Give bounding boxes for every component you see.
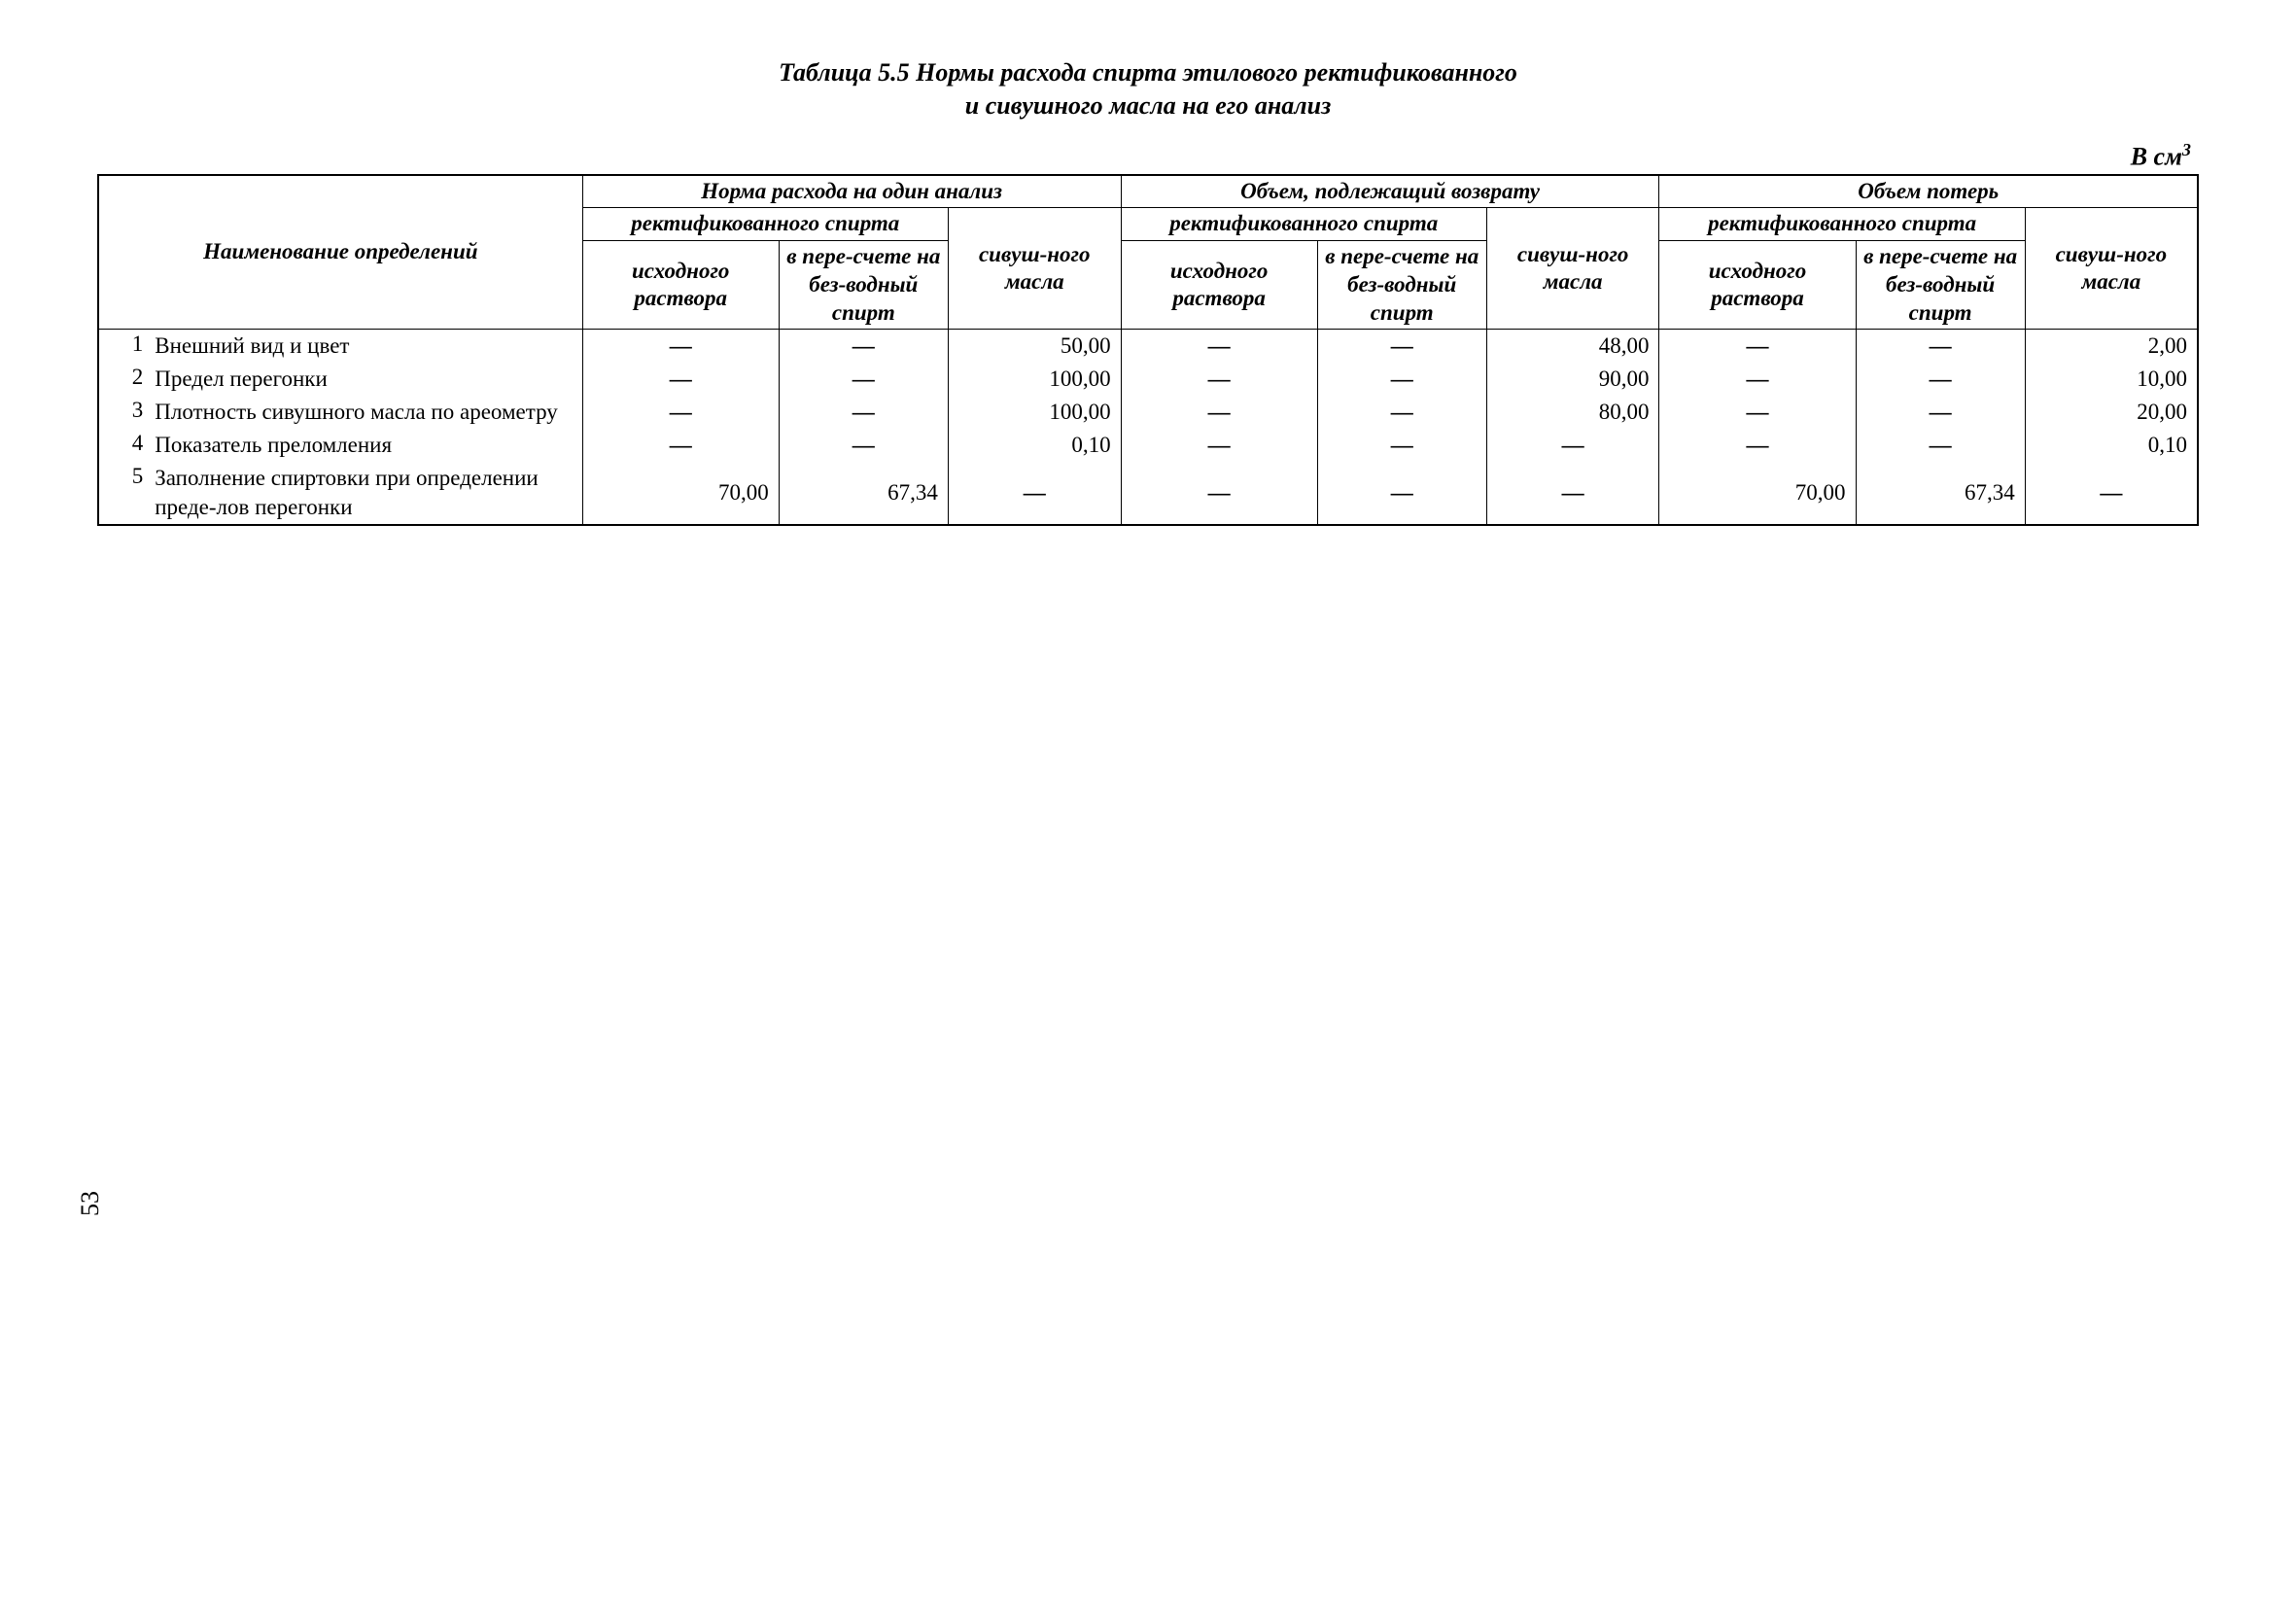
header-group1: Норма расхода на один анализ	[582, 175, 1121, 208]
table-cell: —	[779, 330, 948, 363]
table-cell: 0,10	[948, 429, 1121, 462]
table-cell: —	[1659, 396, 1856, 429]
header-rect-2: ректификованного спирта	[1121, 208, 1486, 241]
table-cell: 67,34	[779, 462, 948, 525]
page-number: 53	[76, 1191, 105, 1216]
table-cell: 67,34	[1856, 462, 2025, 525]
table-cell: —	[779, 429, 948, 462]
row-label: Плотность сивушного масла по ареометру	[149, 396, 582, 429]
row-number: 2	[98, 363, 149, 396]
table-cell: 50,00	[948, 330, 1121, 363]
table-cell: —	[1486, 429, 1659, 462]
row-label: Показатель преломления	[149, 429, 582, 462]
table-cell: —	[1856, 330, 2025, 363]
header-col-c-2: сивуш-ного масла	[1486, 208, 1659, 330]
header-group2: Объем, подлежащий возврату	[1121, 175, 1659, 208]
header-rect-3: ректификованного спирта	[1659, 208, 2025, 241]
table-cell: —	[779, 396, 948, 429]
table-cell: 2,00	[2025, 330, 2198, 363]
header-name: Наименование определений	[98, 175, 582, 330]
header-col-b-1: в пере-счете на без-водный спирт	[779, 241, 948, 330]
table-cell: —	[1856, 429, 2025, 462]
table-cell: 48,00	[1486, 330, 1659, 363]
table-row: 3Плотность сивушного масла по ареометру—…	[98, 396, 2198, 429]
table-cell: 0,10	[2025, 429, 2198, 462]
row-number: 5	[98, 462, 149, 525]
table-cell: —	[1121, 330, 1317, 363]
table-row: 1Внешний вид и цвет——50,00——48,00——2,00	[98, 330, 2198, 363]
table-cell: —	[779, 363, 948, 396]
table-cell: —	[582, 330, 779, 363]
table-cell: 100,00	[948, 396, 1121, 429]
table-cell: —	[1317, 396, 1486, 429]
table-cell: —	[582, 429, 779, 462]
row-number: 1	[98, 330, 149, 363]
table-cell: —	[1121, 462, 1317, 525]
header-col-a-2: исходного раствора	[1121, 241, 1317, 330]
table-cell: —	[582, 396, 779, 429]
table-cell: —	[1856, 363, 2025, 396]
table-cell: 70,00	[1659, 462, 1856, 525]
table-cell: —	[1659, 429, 1856, 462]
row-label: Предел перегонки	[149, 363, 582, 396]
header-col-b-2: в пере-счете на без-водный спирт	[1317, 241, 1486, 330]
table-cell: 80,00	[1486, 396, 1659, 429]
row-number: 3	[98, 396, 149, 429]
table-cell: —	[1317, 429, 1486, 462]
table-title-line2: и сивушного масла на его анализ	[97, 91, 2199, 121]
unit-label: В см3	[97, 140, 2199, 172]
table-cell: —	[1856, 396, 2025, 429]
table-cell: —	[948, 462, 1121, 525]
table-cell: —	[1121, 396, 1317, 429]
table-cell: 20,00	[2025, 396, 2198, 429]
header-rect-1: ректификованного спирта	[582, 208, 948, 241]
header-group3: Объем потерь	[1659, 175, 2198, 208]
table-cell: —	[1121, 363, 1317, 396]
row-number: 4	[98, 429, 149, 462]
table-cell: 10,00	[2025, 363, 2198, 396]
data-table: Наименование определений Норма расхода н…	[97, 174, 2199, 526]
table-cell: —	[1317, 363, 1486, 396]
header-col-a-3: исходного раствора	[1659, 241, 1856, 330]
table-title-line1: Таблица 5.5 Нормы расхода спирта этилово…	[97, 58, 2199, 87]
table-header: Наименование определений Норма расхода н…	[98, 175, 2198, 330]
table-cell: —	[1317, 462, 1486, 525]
table-cell: 100,00	[948, 363, 1121, 396]
header-col-b-3: в пере-счете на без-водный спирт	[1856, 241, 2025, 330]
header-col-c-3: сивуш-ного масла	[2025, 208, 2198, 330]
table-cell: —	[1317, 330, 1486, 363]
table-row: 4Показатель преломления——0,10—————0,10	[98, 429, 2198, 462]
table-cell: 90,00	[1486, 363, 1659, 396]
table-cell: —	[1659, 330, 1856, 363]
row-label: Заполнение спиртовки при определении пре…	[149, 462, 582, 525]
table-cell: —	[2025, 462, 2198, 525]
table-cell: —	[1486, 462, 1659, 525]
table-row: 2Предел перегонки——100,00——90,00——10,00	[98, 363, 2198, 396]
header-col-a-1: исходного раствора	[582, 241, 779, 330]
table-row: 5Заполнение спиртовки при определении пр…	[98, 462, 2198, 525]
table-cell: —	[582, 363, 779, 396]
header-col-c-1: сивуш-ного масла	[948, 208, 1121, 330]
table-cell: 70,00	[582, 462, 779, 525]
table-cell: —	[1121, 429, 1317, 462]
table-cell: —	[1659, 363, 1856, 396]
table-body: 1Внешний вид и цвет——50,00——48,00——2,002…	[98, 330, 2198, 525]
row-label: Внешний вид и цвет	[149, 330, 582, 363]
